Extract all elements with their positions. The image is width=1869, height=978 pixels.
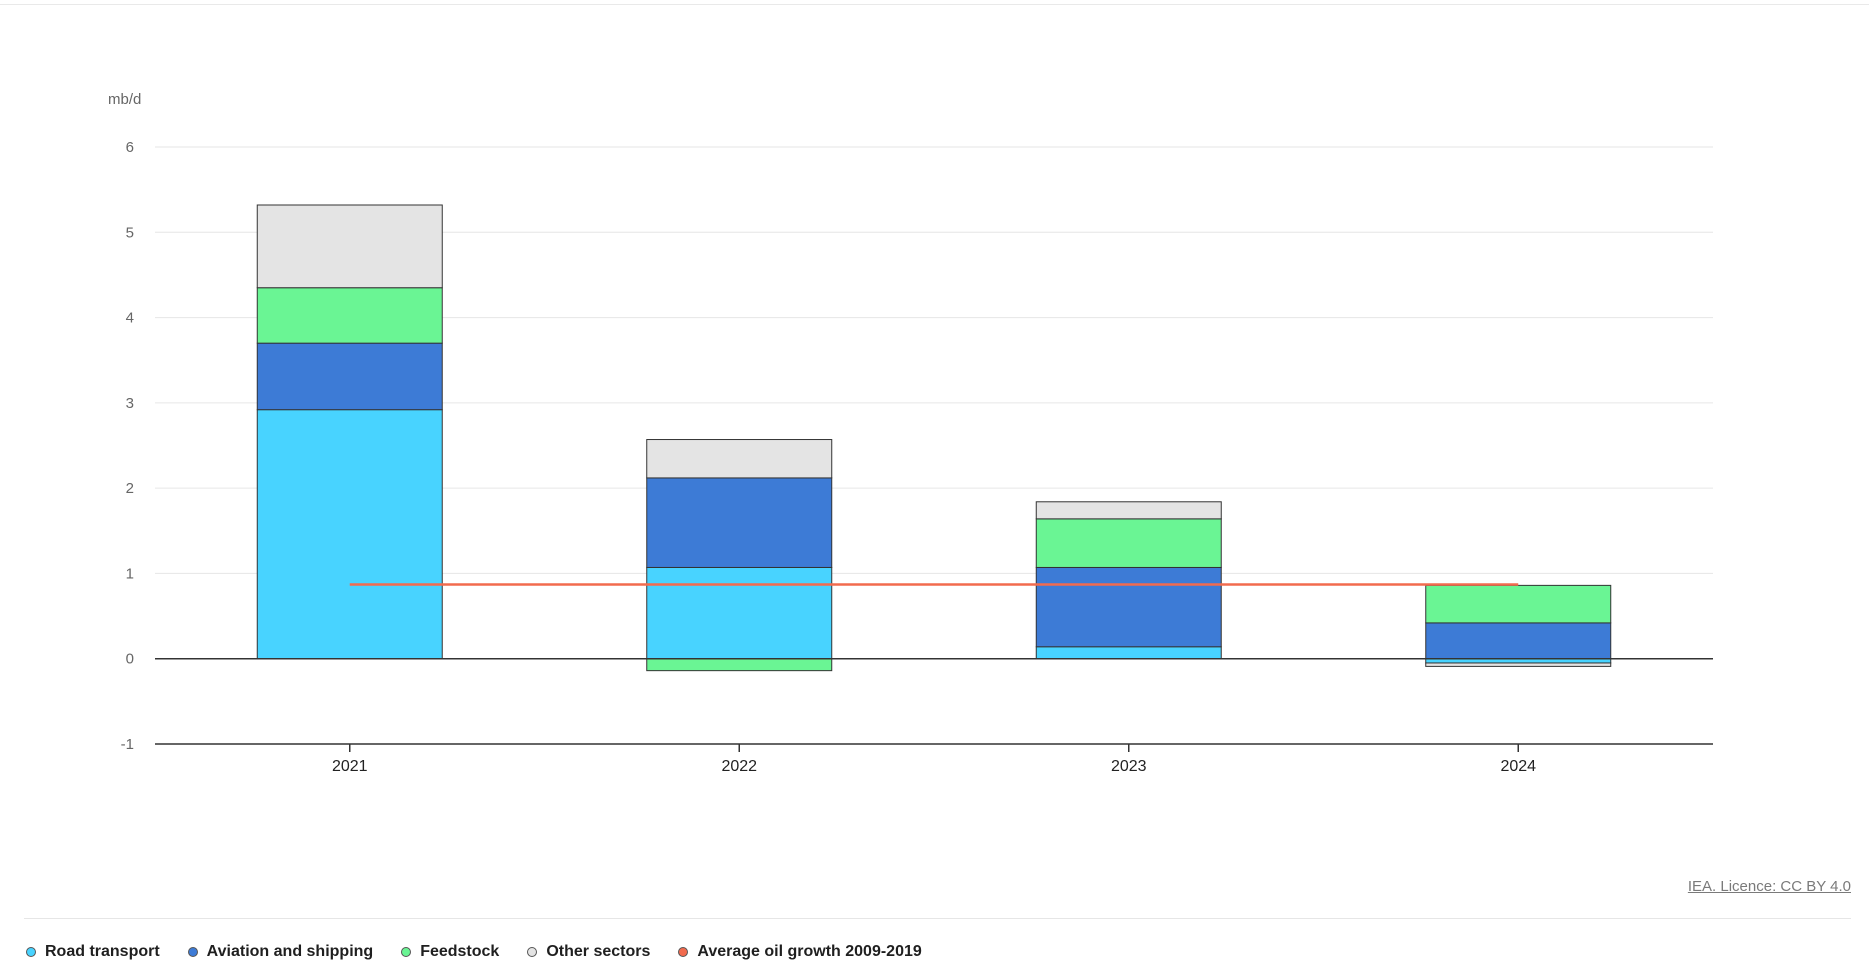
legend-swatch: [678, 947, 689, 957]
bars-layer: [256, 204, 1612, 672]
y-tick-label: 1: [126, 565, 134, 582]
bar-feedstock-2021: [256, 287, 443, 344]
licence-link[interactable]: IEA. Licence: CC BY 4.0: [1687, 878, 1851, 895]
legend-label: Feedstock: [420, 943, 500, 960]
legend-swatch: [401, 947, 412, 957]
x-tick-label: 2021: [332, 758, 368, 775]
bar-aviation-and-shipping-2021: [256, 342, 443, 411]
bar-other-sectors-2021: [256, 204, 443, 289]
bar-feedstock-2024: [1425, 584, 1612, 624]
legend-label: Average oil growth 2009-2019: [697, 943, 922, 960]
x-tick-label: 2022: [721, 758, 757, 775]
legend-label: Aviation and shipping: [206, 943, 374, 960]
y-tick-label: 6: [126, 139, 134, 156]
legend-swatch: [187, 947, 198, 957]
legend-item-aviation-and-shipping[interactable]: Aviation and shipping: [187, 943, 374, 961]
x-tick-label: 2023: [1111, 758, 1147, 775]
legend-label: Road transport: [45, 943, 160, 960]
bar-road-transport-2021: [256, 409, 443, 660]
legend-item-other-sectors[interactable]: Other sectors: [527, 943, 650, 961]
chart-frame: [0, 4, 1869, 925]
bar-other-sectors-2022: [646, 439, 833, 479]
bar-aviation-and-shipping-2023: [1035, 566, 1222, 648]
bar-aviation-and-shipping-2024: [1425, 622, 1612, 660]
bar-feedstock-2022: [646, 658, 833, 672]
legend-swatch: [527, 947, 538, 957]
y-tick-label: -1: [121, 736, 134, 753]
legend: Road transport Aviation and shipping Feeds…: [26, 943, 922, 961]
bar-feedstock-2023: [1035, 518, 1222, 568]
bar-other-sectors-2023: [1035, 501, 1222, 520]
legend-item-feedstock[interactable]: Feedstock: [401, 943, 499, 961]
bar-other-sectors-2024: [1425, 662, 1612, 667]
legend-item-road-transport[interactable]: Road transport: [26, 943, 160, 961]
legend-item-average-oil-growth-2009-2019[interactable]: Average oil growth 2009-2019: [678, 943, 922, 961]
axis-layer: 6 5 4 3 2 1 0 -1 2021 2022 2023 2024: [121, 139, 1713, 775]
y-tick-label: 2: [126, 480, 134, 497]
x-tick-label: 2024: [1500, 758, 1536, 775]
bar-aviation-and-shipping-2022: [646, 477, 833, 568]
y-tick-label: 0: [126, 651, 134, 668]
y-tick-label: 3: [126, 395, 134, 412]
bar-road-transport-2022: [646, 566, 833, 660]
legend-swatch: [26, 947, 36, 957]
y-tick-label: 5: [126, 224, 134, 241]
legend-label: Other sectors: [546, 943, 651, 960]
y-axis-unit-label: mb/d: [108, 91, 141, 108]
chart-canvas: 6 5 4 3 2 1 0 -1 2021 2022 2023 2024 mb/d: [108, 91, 1713, 775]
y-tick-label: 4: [126, 310, 134, 327]
legend-divider: [24, 918, 1851, 919]
bar-road-transport-2023: [1035, 646, 1222, 660]
